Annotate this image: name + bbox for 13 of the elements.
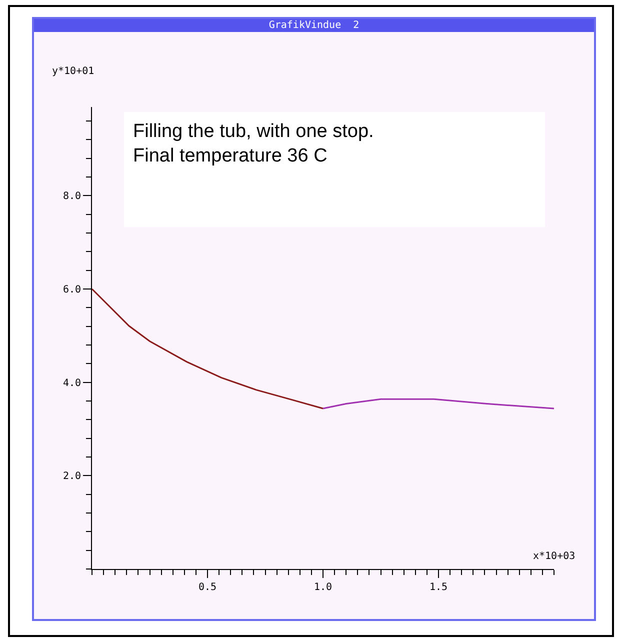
y-tick-label: 6.0 — [62, 284, 81, 296]
x-tick-label: 0.5 — [198, 582, 217, 593]
y-tick-label: 4.0 — [62, 378, 81, 389]
chart-title: GrafikVindue 2 — [34, 19, 594, 32]
x-tick-label: 1.0 — [314, 582, 332, 593]
annotation: Filling the tub, with one stop. — [133, 121, 374, 142]
y-tick-label: 8.0 — [62, 191, 81, 202]
annotation: Final temperature 36 C — [133, 146, 328, 167]
x-axis-title: x*10+03 — [533, 551, 576, 562]
line-series — [92, 288, 324, 410]
x-tick-label: 1.5 — [429, 582, 448, 593]
y-tick-label: 2.0 — [62, 471, 81, 482]
y-axis-title: y*10+01 — [52, 66, 94, 77]
